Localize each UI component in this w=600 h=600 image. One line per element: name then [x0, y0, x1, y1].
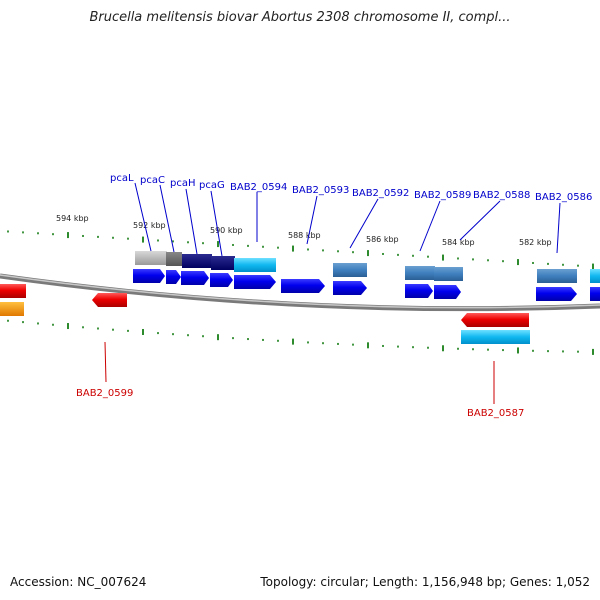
- reverse-gene-arrows: [0, 284, 530, 344]
- gene-label-BAB2_0599[interactable]: BAB2_0599: [76, 388, 133, 399]
- genome-summary: Topology: circular; Length: 1,156,948 bp…: [260, 575, 590, 589]
- gene-label-pcaG[interactable]: pcaG: [199, 180, 225, 191]
- feature-block-pcaC[interactable]: [166, 252, 182, 266]
- chromosome-backbone: [0, 273, 600, 312]
- kbp-label: 588 kbp: [288, 231, 321, 240]
- feature-block-BAB2_0594[interactable]: [234, 258, 276, 272]
- kbp-label-group: 594 kbp 592 kbp 590 kbp 588 kbp 586 kbp 584 k…: [56, 214, 552, 247]
- kbp-label: 586 kbp: [366, 235, 399, 244]
- gene-label-BAB2_0593[interactable]: BAB2_0593: [292, 185, 349, 196]
- feature-block-left-edge[interactable]: [0, 302, 24, 316]
- feature-block-BAB2_0592[interactable]: [333, 263, 367, 277]
- gene-label-BAB2_0588[interactable]: BAB2_0588: [473, 190, 530, 201]
- feature-block-pcaL[interactable]: [135, 251, 167, 265]
- gene-label-pcaH[interactable]: pcaH: [170, 178, 196, 189]
- gene-arrow-BAB2_0599[interactable]: [92, 293, 127, 307]
- forward-gene-arrows: [133, 269, 600, 301]
- feature-block-pcaH[interactable]: [182, 254, 212, 268]
- kbp-label: 584 kbp: [442, 238, 475, 247]
- feature-block-pcaG[interactable]: [211, 256, 235, 270]
- gene-label-pcaC[interactable]: pcaC: [140, 175, 165, 186]
- gene-arrow-pcaH[interactable]: [181, 271, 209, 285]
- gene-label-BAB2_0594[interactable]: BAB2_0594: [230, 182, 287, 193]
- leader-lines: [104, 182, 561, 404]
- gene-arrow-pcaL[interactable]: [133, 269, 165, 283]
- feature-track-top: [135, 251, 600, 283]
- gene-arrow-left-edge[interactable]: [0, 284, 26, 298]
- gene-label-BAB2_0589[interactable]: BAB2_0589: [414, 190, 471, 201]
- kbp-label: 590 kbp: [210, 226, 243, 235]
- feature-block-BAB2_0589[interactable]: [405, 266, 435, 280]
- gene-arrow-BAB2_0592[interactable]: [333, 281, 367, 295]
- gene-arrow-BAB2_0586[interactable]: [536, 287, 577, 301]
- accession-label: Accession: NC_007624: [10, 575, 147, 589]
- gene-arrow-pcaG[interactable]: [210, 273, 233, 287]
- gene-label-pcaL[interactable]: pcaL: [110, 173, 134, 184]
- gene-arrow-pcaC[interactable]: [166, 270, 181, 284]
- feature-block-BAB2_0587[interactable]: [461, 330, 530, 344]
- kbp-label: 582 kbp: [519, 238, 552, 247]
- gene-arrow-BAB2_0594[interactable]: [234, 275, 276, 289]
- gene-arrow-BAB2_0593[interactable]: [281, 279, 325, 293]
- gene-label-BAB2_0586[interactable]: BAB2_0586: [535, 192, 592, 203]
- tick-row-top: [7, 230, 594, 270]
- gene-label-BAB2_0587[interactable]: BAB2_0587: [467, 408, 524, 419]
- gene-arrow-BAB2_0588[interactable]: [434, 285, 461, 299]
- feature-block-BAB2_0588[interactable]: [434, 267, 463, 281]
- kbp-label: 592 kbp: [133, 221, 166, 230]
- gene-labels: pcaL pcaC pcaH pcaG BAB2_0594 BAB2_0593 …: [76, 173, 592, 419]
- map-title: Brucella melitensis biovar Abortus 2308 …: [89, 10, 511, 25]
- feature-block-BAB2_0586[interactable]: [537, 269, 577, 283]
- gene-arrow-BAB2_0587[interactable]: [461, 313, 529, 327]
- kbp-label: 594 kbp: [56, 214, 89, 223]
- gene-arrow-BAB2_0589[interactable]: [405, 284, 433, 298]
- gene-arrow-edge-right[interactable]: [590, 287, 600, 301]
- tick-row-bottom: [7, 319, 594, 355]
- gene-label-BAB2_0592[interactable]: BAB2_0592: [352, 188, 409, 199]
- feature-block-edge-right[interactable]: [590, 269, 600, 283]
